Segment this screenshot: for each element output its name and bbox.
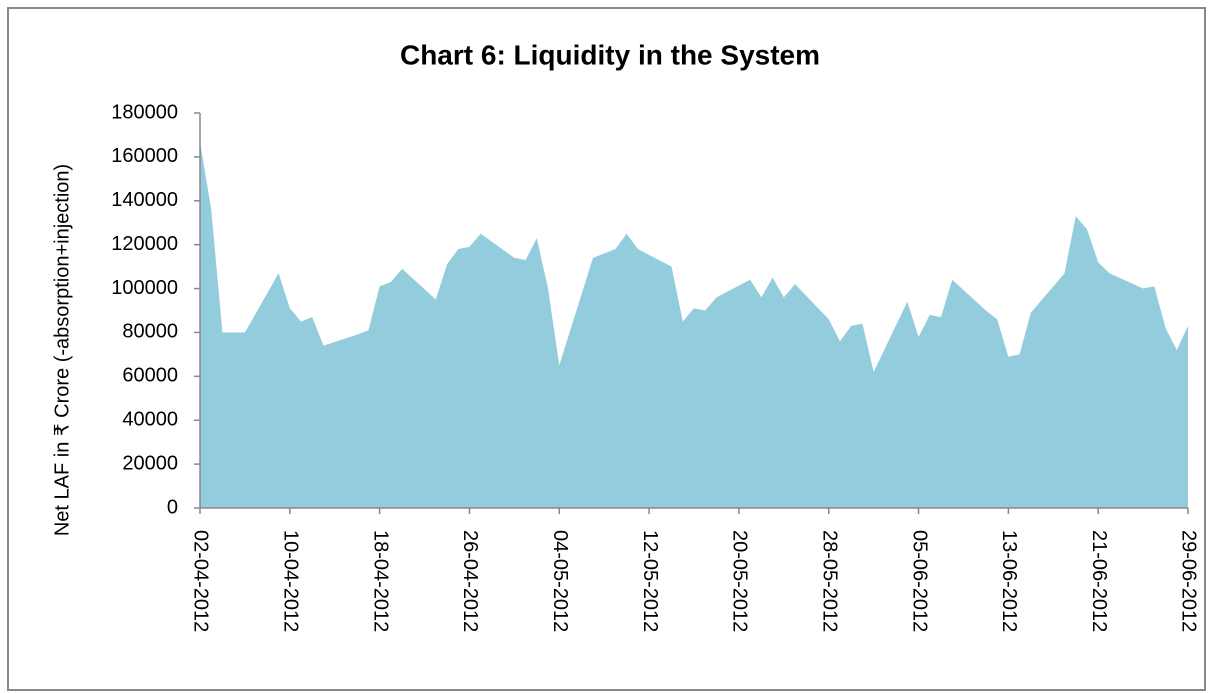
y-tick-label: 160000 (111, 145, 178, 167)
x-tick-label: 05-06-2012 (908, 530, 930, 632)
y-tick-label: 180000 (111, 101, 178, 123)
chart-title: Chart 6: Liquidity in the System (400, 39, 820, 70)
y-axis-label: Net LAF in ₹ Crore (-absorption+injectio… (51, 164, 73, 536)
x-tick-label: 20-05-2012 (729, 530, 751, 632)
x-tick-label: 10-04-2012 (280, 530, 302, 632)
x-tick-label: 13-06-2012 (998, 530, 1020, 632)
y-tick-label: 80000 (122, 321, 178, 343)
x-tick-label: 29-06-2012 (1178, 530, 1200, 632)
area (200, 141, 1188, 508)
x-tick-label: 18-04-2012 (369, 530, 391, 632)
x-tick-label: 21-06-2012 (1088, 530, 1110, 632)
y-tick-label: 0 (167, 496, 178, 518)
y-tick-label: 100000 (111, 277, 178, 299)
y-tick-label: 140000 (111, 189, 178, 211)
x-tick-label: 26-04-2012 (459, 530, 481, 632)
y-tick-label: 120000 (111, 233, 178, 255)
y-tick-label: 20000 (122, 452, 178, 474)
x-tick-label: 02-04-2012 (190, 530, 212, 632)
x-tick-label: 12-05-2012 (639, 530, 661, 632)
x-tick-label: 28-05-2012 (818, 530, 840, 632)
y-tick-label: 40000 (122, 409, 178, 431)
x-tick-label: 04-05-2012 (549, 530, 571, 632)
y-tick-label: 60000 (122, 365, 178, 387)
